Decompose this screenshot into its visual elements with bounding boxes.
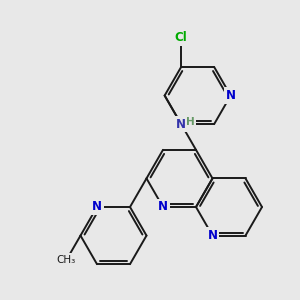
- Text: N: N: [226, 89, 236, 102]
- Text: CH₃: CH₃: [57, 255, 76, 265]
- Text: Cl: Cl: [175, 31, 188, 44]
- Text: N: N: [176, 118, 186, 130]
- Text: N: N: [92, 200, 102, 214]
- Text: N: N: [208, 229, 218, 242]
- Text: N: N: [158, 200, 168, 214]
- Text: H: H: [186, 117, 194, 127]
